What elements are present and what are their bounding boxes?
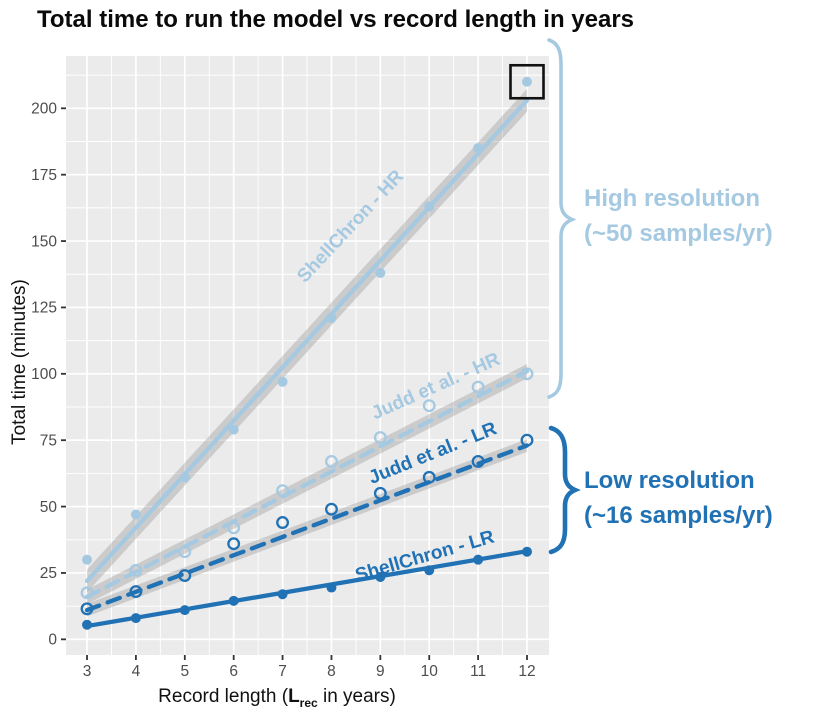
low-resolution-line1: Low resolution <box>584 467 755 494</box>
data-point-filled <box>522 76 533 87</box>
data-point-filled <box>82 619 93 630</box>
y-tick-label: 125 <box>31 300 57 317</box>
data-point-filled <box>130 613 141 624</box>
y-tick-label: 200 <box>31 101 57 118</box>
x-tick-label: 6 <box>229 663 238 680</box>
data-point-filled <box>424 565 435 576</box>
data-point-filled <box>179 472 190 483</box>
data-point-open <box>471 380 485 394</box>
data-point-open <box>325 502 338 516</box>
data-point-open <box>276 516 290 529</box>
data-point-open <box>227 537 241 551</box>
data-point-open <box>325 454 338 468</box>
y-tick-label: 25 <box>40 565 57 582</box>
x-tick-label: 8 <box>327 663 336 680</box>
data-point-open <box>373 431 387 444</box>
trend-line <box>84 369 530 600</box>
x-tick-label: 3 <box>83 663 92 680</box>
x-tick-label: 7 <box>278 663 287 680</box>
x-tick-label: 12 <box>518 663 535 680</box>
data-point-filled <box>277 376 288 387</box>
data-point-open <box>422 399 436 413</box>
x-axis-title-post: in years) <box>317 686 396 707</box>
y-tick-label: 50 <box>40 499 58 516</box>
data-point-filled <box>375 571 386 582</box>
y-tick-label: 150 <box>31 233 57 250</box>
data-point-filled <box>82 554 93 565</box>
data-point-filled <box>277 589 288 600</box>
x-tick-label: 4 <box>132 663 141 680</box>
trend-line <box>84 443 530 613</box>
data-point-open <box>520 433 534 447</box>
x-axis-title-subscript: rec <box>299 695 318 710</box>
data-point-filled <box>326 582 337 593</box>
plot-panel <box>66 56 549 655</box>
data-point-open <box>129 563 143 577</box>
data-point-open <box>80 586 94 600</box>
data-point-filled <box>473 143 484 154</box>
data-point-open <box>373 486 387 500</box>
y-tick-label: 175 <box>31 167 57 184</box>
low-resolution-brace <box>548 425 581 555</box>
data-point-filled <box>228 424 239 435</box>
x-axis-title: Record length (Lrec in years) <box>158 686 396 710</box>
x-axis-title-variable: L <box>288 686 300 707</box>
data-point-open <box>227 521 241 535</box>
data-point-filled <box>473 554 484 565</box>
x-tick-label: 11 <box>470 663 486 680</box>
y-axis-title: Total time (minutes) <box>9 279 31 445</box>
data-point-filled <box>326 313 337 324</box>
low-resolution-line2: (~16 samples/yr) <box>584 501 773 529</box>
high-resolution-line2: (~50 samples/yr) <box>584 219 773 247</box>
trend-line <box>84 98 530 584</box>
data-point-filled <box>228 595 239 606</box>
data-point-filled <box>179 605 190 616</box>
y-tick-label: 0 <box>48 632 57 649</box>
data-point-open <box>422 470 436 484</box>
data-point-open <box>80 602 94 616</box>
data-point-open <box>471 454 485 468</box>
highlight-box <box>509 63 545 100</box>
x-tick-label: 9 <box>376 663 385 680</box>
high-resolution-brace <box>547 38 577 399</box>
data-point-open <box>520 367 534 381</box>
data-point-filled <box>375 267 386 278</box>
y-axis-title-text: Total time (minutes) <box>9 279 30 445</box>
data-point-open <box>178 545 192 559</box>
high-resolution-line1: High resolution <box>584 185 760 212</box>
x-tick-label: 5 <box>180 663 189 680</box>
data-point-filled <box>424 201 435 212</box>
low-resolution-annotation: Low resolution (~16 samples/yr) <box>584 464 773 534</box>
trend-line <box>84 549 530 629</box>
data-point-filled <box>522 546 533 557</box>
data-point-open <box>178 569 192 583</box>
data-point-open <box>129 585 143 598</box>
data-point-filled <box>130 509 141 520</box>
high-resolution-annotation: High resolution (~50 samples/yr) <box>584 182 773 252</box>
data-point-open <box>276 484 290 498</box>
chart-title: Total time to run the model vs record le… <box>37 6 634 33</box>
x-tick-label: 10 <box>421 663 439 680</box>
y-tick-label: 75 <box>40 432 57 449</box>
x-axis-title-pre: Record length ( <box>158 686 289 707</box>
y-tick-label: 100 <box>31 366 57 383</box>
